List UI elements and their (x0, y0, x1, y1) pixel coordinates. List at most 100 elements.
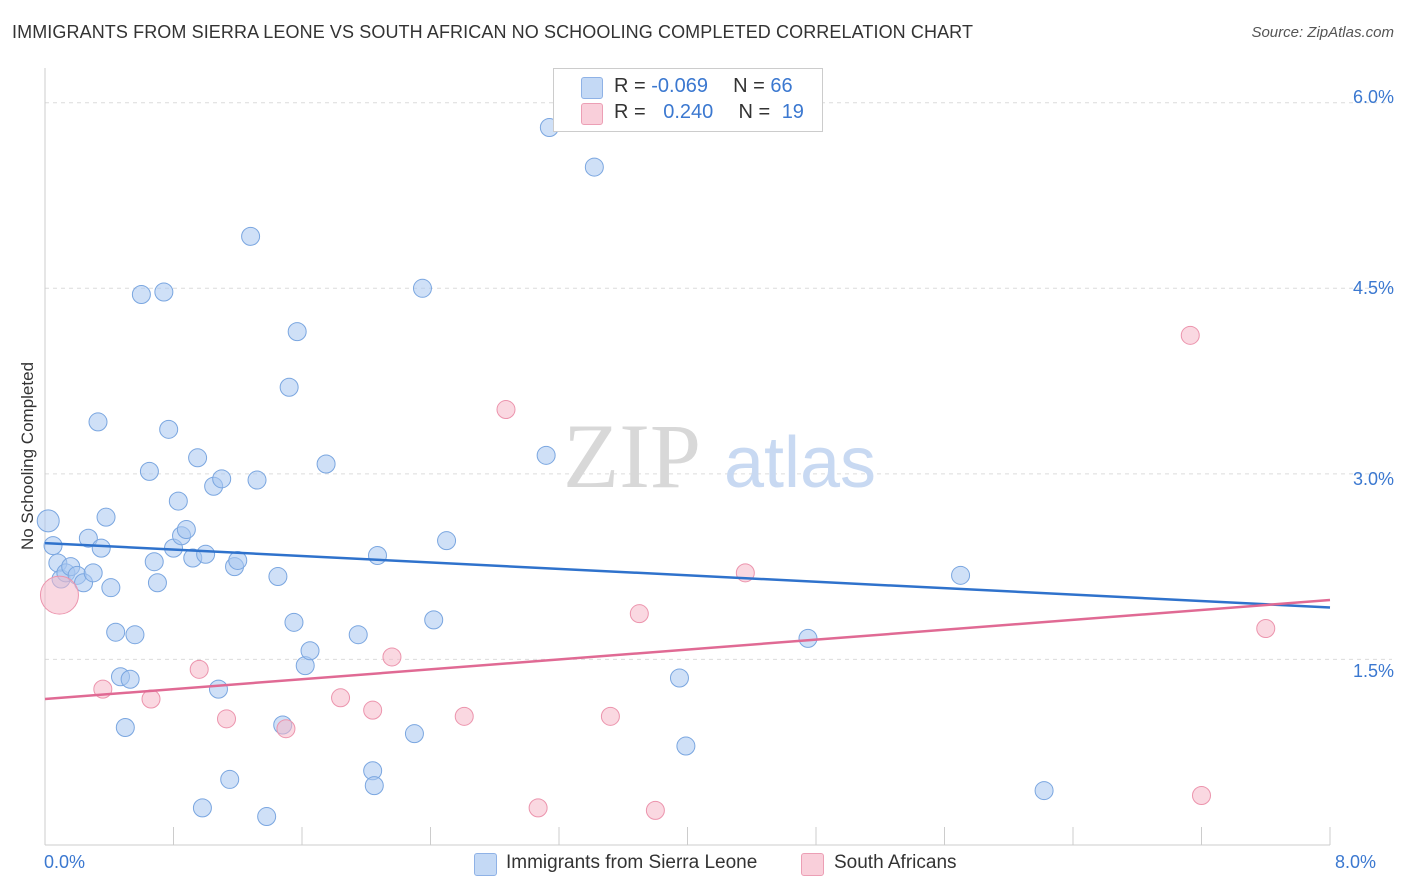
point-sierra-leone (120, 669, 140, 689)
point-sierra-leone (220, 769, 240, 789)
r-value: 0.240 (663, 101, 714, 123)
trend-line-south-africans (44, 598, 1331, 701)
r-label: R = (614, 101, 652, 123)
point-sierra-leone (584, 157, 604, 177)
point-sierra-leone (125, 625, 145, 645)
n-label: N = (738, 101, 776, 123)
point-south-africans (382, 647, 402, 667)
legend-label-sierra-leone: Immigrants from Sierra Leone (506, 852, 758, 873)
point-sierra-leone (83, 563, 103, 583)
point-south-africans (331, 688, 351, 708)
legend-row-1: R = -0.069 N = 66 (614, 75, 793, 98)
point-sierra-leone (257, 807, 277, 827)
point-sierra-leone (316, 454, 336, 474)
axes (44, 68, 1331, 846)
point-south-africans (629, 604, 649, 624)
point-sierra-leone (139, 461, 159, 481)
point-sierra-leone (348, 625, 368, 645)
x-tick-max: 8.0% (1335, 852, 1377, 872)
point-south-africans (276, 719, 296, 739)
n-value: 66 (770, 75, 793, 97)
point-south-africans (528, 798, 548, 818)
correlation-legend: R = -0.069 N = 66 R = 0.240 N = 19 (553, 68, 823, 132)
point-south-africans (1192, 786, 1211, 806)
point-sierra-leone (798, 628, 818, 648)
point-sierra-leone (284, 612, 304, 632)
point-sierra-leone (88, 412, 108, 432)
y-tick-6: 6.0% (1352, 87, 1394, 107)
source-label: Source: ZipAtlas.com (1251, 24, 1394, 41)
point-sierra-leone (241, 226, 261, 246)
point-sierra-leone (115, 717, 135, 737)
point-sierra-leone (424, 610, 444, 630)
watermark-atlas: atlas (724, 423, 876, 503)
point-sierra-leone (106, 622, 126, 642)
point-sierra-leone (91, 538, 111, 558)
point-sierra-leone (437, 531, 457, 551)
legend-swatch-south-africans (801, 853, 824, 876)
point-sierra-leone (43, 536, 63, 556)
point-sierra-leone (96, 507, 116, 527)
point-south-africans (1256, 619, 1276, 639)
point-sierra-leone (147, 573, 167, 593)
point-south-africans (600, 706, 620, 726)
point-sierra-leone (367, 546, 387, 566)
y-tick-3: 3.0% (1352, 469, 1394, 489)
point-sierra-leone (536, 445, 556, 465)
point-south-africans (1180, 325, 1200, 345)
point-sierra-leone (247, 470, 267, 490)
point-sierra-leone (159, 419, 179, 439)
point-sierra-leone (669, 668, 689, 688)
trend-line-sierra-leone (44, 541, 1331, 609)
point-sierra-leone (268, 567, 288, 587)
chart-title: IMMIGRANTS FROM SIERRA LEONE VS SOUTH AF… (12, 22, 974, 42)
legend-label-south-africans: South Africans (834, 852, 957, 873)
watermark-zip: ZIP (563, 405, 701, 507)
trend-lines (44, 541, 1331, 701)
point-sierra-leone (36, 509, 60, 533)
point-sierra-leone (676, 736, 696, 756)
point-sierra-leone (412, 278, 432, 298)
point-sierra-leone (196, 544, 216, 564)
legend-swatch-blue (581, 77, 603, 99)
n-label: N = (733, 75, 771, 97)
point-south-africans (39, 575, 79, 615)
point-sierra-leone (176, 520, 196, 540)
grid (45, 102, 1392, 660)
n-value: 19 (781, 101, 804, 123)
point-sierra-leone (364, 776, 384, 796)
watermark: ZIP atlas (563, 405, 876, 507)
point-sierra-leone (144, 552, 164, 572)
x-tick-min: 0.0% (44, 852, 86, 872)
point-south-africans (141, 689, 161, 709)
point-south-africans (363, 700, 383, 720)
point-south-africans (496, 400, 516, 420)
point-south-africans (645, 800, 665, 820)
point-sierra-leone (951, 565, 971, 585)
point-sierra-leone (300, 641, 320, 661)
point-south-africans (454, 706, 474, 726)
y-tick-1.5: 1.5% (1352, 661, 1394, 681)
y-tick-4.5: 4.5% (1352, 278, 1394, 298)
point-sierra-leone (212, 469, 232, 489)
r-value: -0.069 (651, 75, 708, 97)
legend-swatch-pink (581, 103, 603, 125)
point-sierra-leone (208, 679, 228, 699)
point-sierra-leone (101, 578, 121, 598)
point-sierra-leone (154, 282, 174, 302)
point-sierra-leone (279, 377, 299, 397)
point-sierra-leone (287, 322, 307, 342)
point-sierra-leone (168, 491, 188, 511)
point-sierra-leone (78, 528, 98, 548)
point-south-africans (189, 659, 209, 679)
point-sierra-leone (192, 798, 212, 818)
legend-swatch-sierra-leone (474, 853, 497, 876)
point-south-africans (217, 709, 237, 729)
point-sierra-leone (131, 284, 151, 304)
point-sierra-leone (188, 448, 208, 468)
legend-row-2: R = 0.240 N = 19 (614, 101, 804, 124)
point-sierra-leone (1034, 781, 1054, 801)
point-sierra-leone (228, 550, 248, 570)
r-label: R = (614, 75, 652, 97)
